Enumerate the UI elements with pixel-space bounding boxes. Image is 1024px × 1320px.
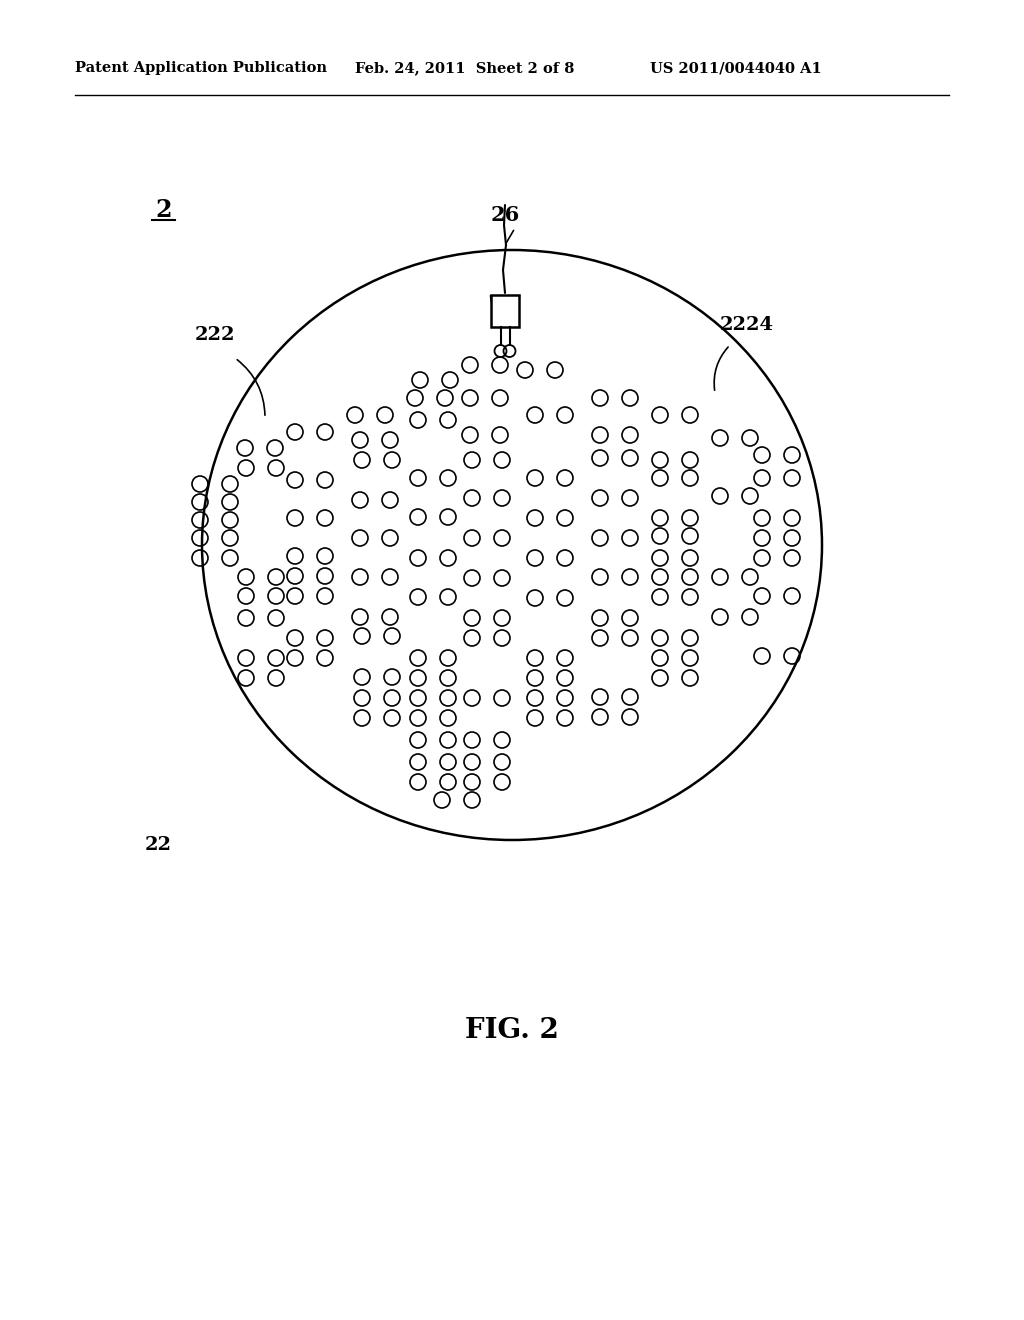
Text: 2224: 2224 [720,315,774,334]
Bar [490,294,519,327]
Text: 222: 222 [195,326,236,345]
Text: 2: 2 [155,198,171,222]
Text: 26: 26 [490,205,519,224]
Text: FIG. 2: FIG. 2 [465,1016,559,1044]
Text: US 2011/0044040 A1: US 2011/0044040 A1 [650,61,821,75]
Text: Feb. 24, 2011  Sheet 2 of 8: Feb. 24, 2011 Sheet 2 of 8 [355,61,574,75]
Text: Patent Application Publication: Patent Application Publication [75,61,327,75]
Text: 22: 22 [145,836,172,854]
